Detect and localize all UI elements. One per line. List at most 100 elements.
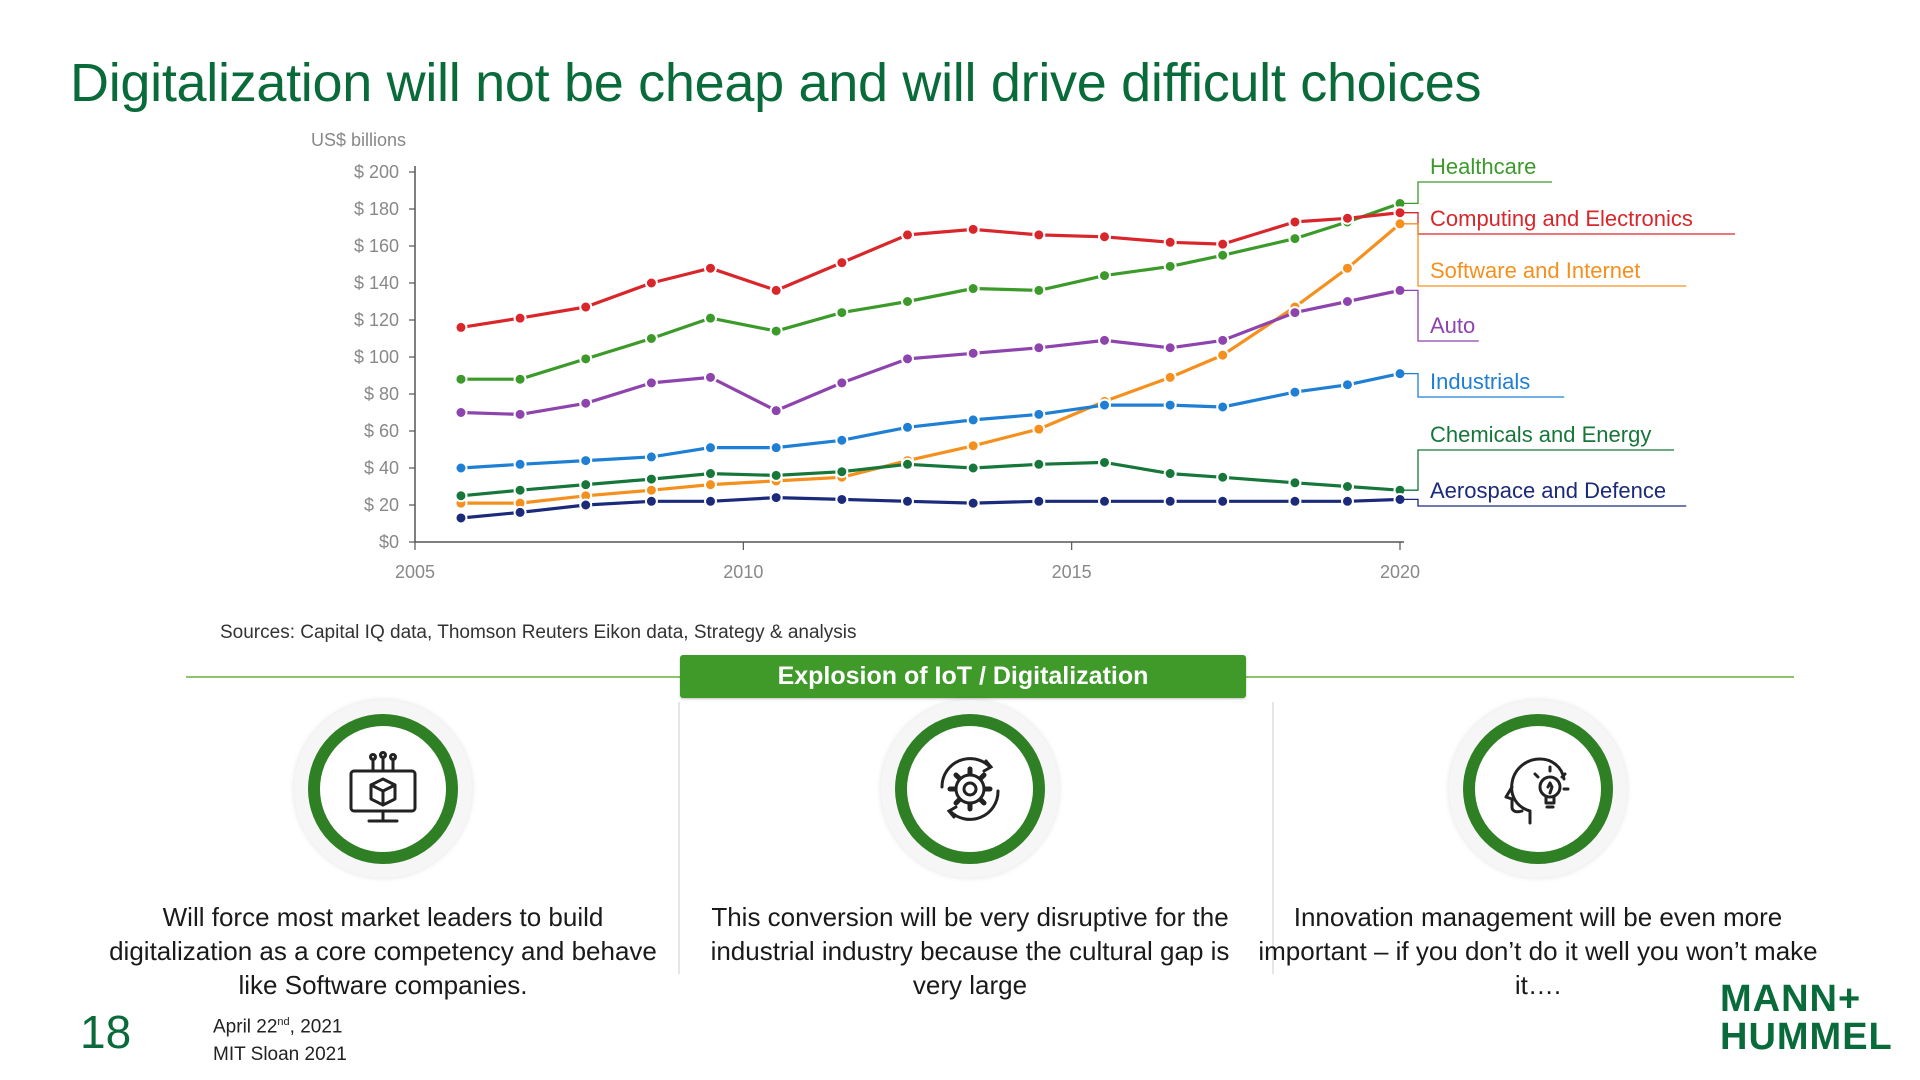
data-point-auto [1393,283,1407,297]
data-point-chemicals-and-energy [1288,476,1302,490]
data-point-computing-and-electronics [966,222,980,236]
icon-badge [294,700,472,878]
page-number: 18 [80,1006,132,1058]
y-tick-label: $ 40 [364,458,399,478]
column-divider-1 [678,702,680,974]
legend-connector-aerospace-and-defence [1404,498,1687,507]
data-point-auto [579,396,593,410]
data-point-industrials [579,454,593,468]
data-point-auto [966,346,980,360]
data-point-healthcare [513,372,527,386]
data-point-industrials [1393,367,1407,381]
point-column-2: This conversion will be very disruptive … [690,700,1250,1002]
data-point-healthcare [454,372,468,386]
data-point-auto [1032,341,1046,355]
data-point-computing-and-electronics [769,283,783,297]
data-point-computing-and-electronics [1340,211,1354,225]
legend-connector-software-and-internet [1404,223,1687,287]
data-point-chemicals-and-energy [1163,467,1177,481]
data-point-aerospace-and-defence [579,498,593,512]
legend-connector-chemicals-and-energy [1404,449,1674,491]
data-point-computing-and-electronics [835,256,849,270]
point-column-3: Innovation management will be even more … [1258,700,1818,1002]
data-point-computing-and-electronics [454,320,468,334]
x-tick-label: 2015 [1052,562,1092,582]
data-point-chemicals-and-energy [644,472,658,486]
data-point-computing-and-electronics [1163,235,1177,249]
point-column-1: Will force most market leaders to build … [103,700,663,1002]
data-point-industrials [901,420,914,434]
data-point-industrials [835,433,849,447]
data-point-aerospace-and-defence [901,494,914,508]
data-point-software-and-internet [1340,261,1354,275]
x-tick-label: 2020 [1380,562,1420,582]
data-point-industrials [1340,378,1354,392]
footer-date: April 22nd, 2021 [213,1016,343,1038]
mann-hummel-logo: MANN+ HUMMEL [1720,978,1893,1058]
data-point-computing-and-electronics [1288,215,1302,229]
data-point-industrials [1032,407,1046,421]
y-tick-label: $ 120 [354,310,399,330]
series-line-healthcare [461,201,1401,381]
legend-connector-industrials [1404,372,1565,398]
data-point-healthcare [1216,248,1230,262]
divider-rule-right [1246,676,1794,678]
data-point-aerospace-and-defence [1340,494,1354,508]
legend-connector-auto [1404,289,1479,342]
legend-label-software-and-internet: Software and Internet [1430,258,1640,283]
data-point-software-and-internet [1393,217,1407,231]
data-point-healthcare [644,332,658,345]
data-point-auto [644,376,658,390]
data-point-auto [769,404,783,418]
y-tick-label: $0 [379,532,399,552]
data-point-healthcare [769,324,783,338]
icon-badge [1449,700,1627,878]
data-point-healthcare [966,282,980,296]
x-tick-label: 2005 [395,562,435,582]
line-chart: US$ billions $0 $ 20 $ 40 $ 60 $ 80 $ 100 $ 120… [311,130,1735,582]
data-point-aerospace-and-defence [644,494,658,508]
data-point-industrials [1163,398,1177,412]
data-point-industrials [704,441,717,455]
data-point-aerospace-and-defence [1288,494,1302,508]
data-point-auto [1340,295,1354,308]
y-tick-label: $ 160 [354,236,399,256]
data-point-healthcare [579,352,593,366]
data-point-industrials [1216,400,1230,414]
data-point-auto [1098,333,1111,347]
series-line-computing-and-electronics [460,211,1401,329]
data-point-aerospace-and-defence [835,492,849,506]
data-point-aerospace-and-defence [966,496,980,510]
data-point-healthcare [1032,283,1046,297]
data-point-industrials [644,450,658,464]
computer-cube-icon [349,751,417,823]
data-point-computing-and-electronics [901,228,914,242]
data-point-industrials [513,457,527,471]
data-point-industrials [454,461,468,475]
point-text-1: Will force most market leaders to build … [109,902,657,1000]
slide-title: Digitalization will not be cheap and wil… [70,53,1482,113]
y-tick-label: $ 180 [354,199,399,219]
data-point-auto [454,406,468,419]
data-point-chemicals-and-energy [835,465,849,479]
y-tick-label: $ 80 [364,384,399,404]
data-point-software-and-internet [1216,348,1230,362]
divider-rule-left [186,676,680,678]
data-point-aerospace-and-defence [704,494,717,508]
legend-label-industrials: Industrials [1430,369,1530,394]
point-text-3: Innovation management will be even more … [1258,902,1818,1000]
data-point-healthcare [704,311,717,325]
y-tick-label: $ 60 [364,421,399,441]
y-tick-label: $ 20 [364,495,399,515]
data-point-aerospace-and-defence [1098,494,1111,508]
data-point-software-and-internet [966,439,980,453]
data-point-industrials [1288,385,1302,399]
data-point-chemicals-and-energy [901,457,914,471]
data-point-computing-and-electronics [1098,230,1111,244]
data-point-healthcare [1163,259,1177,273]
data-point-auto [513,407,527,421]
column-divider-2 [1272,702,1274,974]
data-point-aerospace-and-defence [1216,494,1230,508]
y-tick-label: $ 140 [354,273,399,293]
data-point-aerospace-and-defence [1163,494,1177,508]
